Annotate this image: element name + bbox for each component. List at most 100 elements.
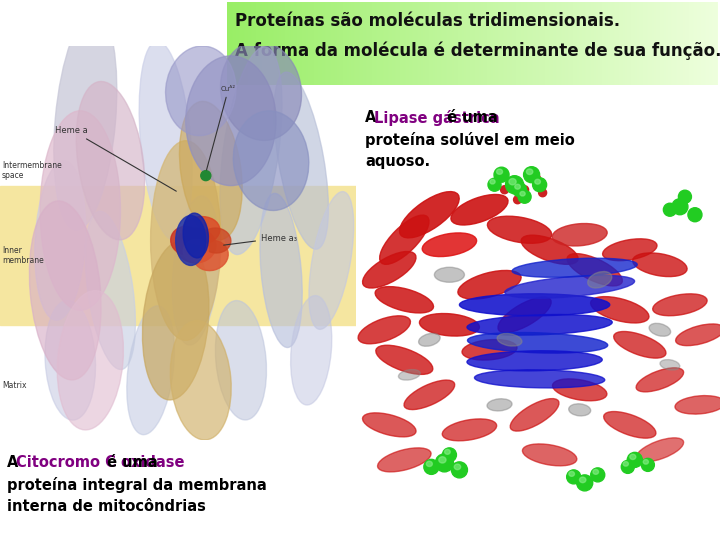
Ellipse shape [500,186,508,194]
Ellipse shape [624,462,629,466]
Ellipse shape [459,294,610,316]
Ellipse shape [603,239,657,261]
Ellipse shape [274,72,328,249]
Ellipse shape [627,453,642,468]
Ellipse shape [58,291,123,430]
Ellipse shape [577,475,593,491]
Ellipse shape [675,324,720,346]
Ellipse shape [309,192,354,329]
Ellipse shape [510,399,559,431]
Ellipse shape [642,458,654,471]
Ellipse shape [678,190,691,203]
Ellipse shape [497,169,503,174]
Ellipse shape [590,468,605,482]
Ellipse shape [521,186,528,194]
Ellipse shape [588,272,612,288]
Ellipse shape [539,188,546,197]
Ellipse shape [424,460,439,474]
Ellipse shape [139,41,192,240]
Ellipse shape [660,360,680,370]
Ellipse shape [643,460,649,464]
Ellipse shape [567,254,622,286]
Ellipse shape [518,190,531,203]
Ellipse shape [603,411,656,438]
Ellipse shape [40,111,120,310]
Ellipse shape [474,370,605,388]
Ellipse shape [291,295,332,405]
Ellipse shape [467,333,608,353]
Ellipse shape [513,195,521,204]
Ellipse shape [166,46,236,136]
Ellipse shape [171,321,231,440]
Ellipse shape [86,211,135,369]
Ellipse shape [377,448,431,472]
Ellipse shape [150,141,221,340]
Ellipse shape [127,306,174,435]
Ellipse shape [672,199,688,215]
Ellipse shape [418,333,440,346]
Ellipse shape [451,194,508,225]
Ellipse shape [494,167,509,182]
Ellipse shape [462,340,517,360]
Ellipse shape [515,184,521,189]
Ellipse shape [580,477,586,483]
Ellipse shape [171,226,201,254]
Text: Heme a₃: Heme a₃ [224,233,297,245]
Ellipse shape [45,300,96,420]
Ellipse shape [633,253,687,276]
Ellipse shape [688,208,702,222]
Ellipse shape [649,323,670,336]
Ellipse shape [143,241,209,400]
Text: A forma da molécula é determinante de sua função.: A forma da molécula é determinante de su… [235,42,720,60]
Ellipse shape [552,379,607,401]
Ellipse shape [404,380,455,409]
Ellipse shape [490,179,495,184]
Ellipse shape [533,178,546,192]
Ellipse shape [663,203,676,216]
Ellipse shape [505,176,523,194]
Ellipse shape [454,464,461,470]
Text: A: A [365,110,382,125]
Ellipse shape [445,449,450,454]
Ellipse shape [521,235,578,264]
Text: Heme a: Heme a [55,126,176,191]
Ellipse shape [569,404,590,416]
Text: Intermembrane
space: Intermembrane space [2,161,62,180]
Ellipse shape [487,399,512,411]
Text: proteína integral da membrana: proteína integral da membrana [7,477,266,493]
Ellipse shape [172,196,219,345]
Ellipse shape [523,444,577,466]
Ellipse shape [436,454,454,472]
Ellipse shape [363,413,416,437]
Ellipse shape [434,267,464,282]
Ellipse shape [590,296,649,323]
Ellipse shape [215,301,266,420]
Text: Citocromo C oxidase: Citocromo C oxidase [16,455,184,470]
Ellipse shape [487,216,552,244]
Ellipse shape [442,448,456,462]
Ellipse shape [451,462,467,478]
Ellipse shape [613,332,666,358]
Ellipse shape [201,171,211,180]
Ellipse shape [509,179,516,185]
Ellipse shape [498,334,522,346]
Ellipse shape [176,228,216,263]
Text: é uma: é uma [442,110,498,125]
Ellipse shape [488,178,501,191]
Ellipse shape [422,233,477,256]
Text: interna de mitocôndrias: interna de mitocôndrias [7,499,206,514]
Ellipse shape [535,179,541,184]
Ellipse shape [533,175,541,183]
Ellipse shape [76,82,145,240]
Ellipse shape [498,297,552,333]
Ellipse shape [653,294,707,316]
Ellipse shape [508,179,516,187]
Ellipse shape [467,351,602,371]
Ellipse shape [636,368,683,392]
Text: proteína solúvel em meio: proteína solúvel em meio [365,132,575,148]
Ellipse shape [194,240,228,271]
Ellipse shape [233,111,309,211]
Ellipse shape [184,239,208,261]
Ellipse shape [30,201,101,380]
Ellipse shape [675,396,720,414]
